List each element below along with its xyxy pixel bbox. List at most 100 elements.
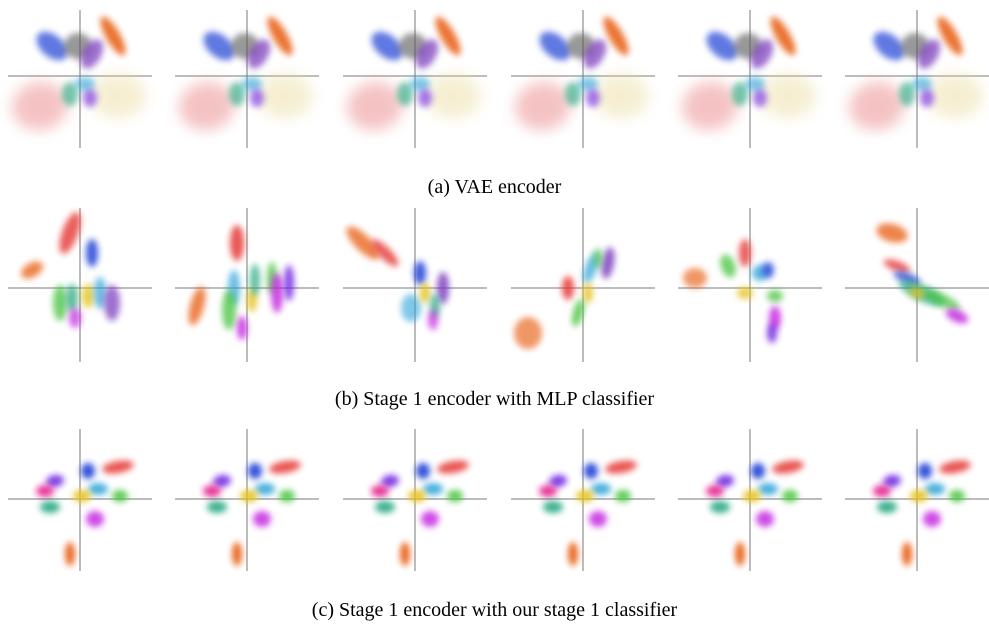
cluster-violet bbox=[549, 474, 567, 488]
cluster-orange bbox=[435, 16, 461, 56]
cluster-red bbox=[939, 460, 971, 474]
cluster-yellow bbox=[576, 490, 594, 502]
cluster-orange bbox=[100, 16, 126, 56]
cluster-blue bbox=[414, 261, 426, 285]
panel-a-1 bbox=[8, 10, 152, 148]
panel-b-5 bbox=[678, 208, 822, 362]
cluster-violet bbox=[920, 89, 934, 107]
cluster-cyan bbox=[925, 483, 945, 495]
cluster-orange bbox=[21, 261, 43, 279]
cluster-teal bbox=[66, 284, 78, 312]
cluster-teal bbox=[732, 82, 748, 106]
cluster-violet bbox=[418, 89, 432, 107]
cluster-pale_yellow bbox=[90, 74, 146, 118]
cluster-teal bbox=[565, 82, 581, 106]
cluster-cyan bbox=[912, 77, 932, 91]
cluster-pale_red bbox=[682, 81, 738, 131]
cluster-orange bbox=[232, 542, 242, 566]
cluster-pale_red bbox=[12, 81, 68, 131]
cluster-teal bbox=[250, 264, 260, 296]
cluster-violet bbox=[716, 474, 734, 488]
cluster-cyan bbox=[745, 77, 765, 91]
cluster-red bbox=[883, 259, 911, 273]
cluster-violet bbox=[586, 89, 600, 107]
cluster-teal bbox=[375, 501, 395, 513]
cluster-green bbox=[720, 254, 736, 278]
cluster-pale_yellow bbox=[760, 74, 816, 118]
cluster-pale_red bbox=[347, 81, 403, 131]
cluster-yellow bbox=[909, 287, 925, 299]
cluster-magenta bbox=[271, 273, 283, 313]
cluster-red bbox=[772, 460, 804, 474]
panel-c-2 bbox=[175, 429, 319, 571]
cluster-green bbox=[222, 290, 236, 330]
cluster-blue bbox=[706, 31, 738, 61]
cluster-pink bbox=[203, 485, 221, 497]
cluster-blue bbox=[751, 463, 765, 479]
cluster-teal bbox=[397, 82, 413, 106]
cluster-cyan bbox=[578, 77, 598, 91]
cluster-violet bbox=[284, 265, 294, 301]
cluster-purple bbox=[80, 39, 104, 69]
cluster-magenta bbox=[86, 511, 104, 527]
cluster-yellow bbox=[408, 490, 426, 502]
cluster-blue bbox=[371, 31, 403, 61]
cluster-pale_yellow bbox=[927, 74, 983, 118]
cluster-blue bbox=[762, 262, 774, 278]
cluster-pink bbox=[371, 485, 389, 497]
caption-stage1-mlp-classifier: (b) Stage 1 encoder with MLP classifier bbox=[334, 388, 655, 410]
cluster-blue bbox=[248, 463, 262, 479]
cluster-orange bbox=[400, 542, 410, 566]
cluster-violet bbox=[381, 474, 399, 488]
cluster-blue bbox=[86, 239, 98, 267]
cluster-yellow bbox=[240, 490, 258, 502]
panel-a-3 bbox=[343, 10, 487, 148]
panel-c-3 bbox=[343, 429, 487, 571]
cluster-pale_yellow bbox=[257, 74, 313, 118]
cluster-magenta bbox=[253, 511, 271, 527]
cluster-blue bbox=[873, 31, 905, 61]
cluster-pink bbox=[873, 485, 891, 497]
panel-b-2 bbox=[175, 208, 319, 362]
panel-c-1 bbox=[8, 429, 152, 571]
cluster-yellow bbox=[82, 284, 94, 308]
cluster-blue bbox=[539, 31, 571, 61]
cluster-yellow bbox=[73, 490, 91, 502]
cluster-orange bbox=[267, 16, 293, 56]
cluster-green bbox=[949, 490, 965, 502]
cluster-teal bbox=[877, 501, 897, 513]
cluster-red bbox=[371, 239, 399, 267]
cluster-teal bbox=[40, 501, 60, 513]
cluster-pale_yellow bbox=[593, 74, 649, 118]
cluster-red bbox=[437, 460, 469, 474]
cluster-purple bbox=[415, 39, 439, 69]
cluster-pale_red bbox=[179, 81, 235, 131]
cluster-cyan bbox=[410, 77, 430, 91]
cluster-teal bbox=[543, 501, 563, 513]
cluster-purple bbox=[750, 39, 774, 69]
cluster-teal bbox=[207, 501, 227, 513]
cluster-orange bbox=[603, 16, 629, 56]
cluster-violet bbox=[767, 323, 777, 343]
caption-vae-encoder: (a) VAE encoder bbox=[427, 176, 562, 198]
cluster-teal bbox=[229, 82, 245, 106]
cluster-green bbox=[571, 299, 585, 327]
cluster-violet bbox=[753, 89, 767, 107]
cluster-magenta bbox=[428, 310, 438, 330]
cluster-green bbox=[615, 490, 631, 502]
row-stage1-mlp-classifier bbox=[8, 208, 989, 362]
cluster-red bbox=[59, 212, 81, 254]
cluster-blue bbox=[584, 463, 598, 479]
cluster-blue bbox=[36, 31, 68, 61]
cluster-purple bbox=[104, 285, 120, 321]
cluster-yellow bbox=[737, 287, 753, 299]
cluster-orange bbox=[568, 542, 578, 566]
cluster-orange bbox=[770, 16, 796, 56]
row-stage1-our-classifier bbox=[8, 429, 989, 571]
cluster-green bbox=[112, 490, 128, 502]
cluster-pink bbox=[36, 485, 54, 497]
cluster-violet bbox=[46, 474, 64, 488]
cluster-magenta bbox=[421, 511, 439, 527]
cluster-red bbox=[102, 460, 134, 474]
